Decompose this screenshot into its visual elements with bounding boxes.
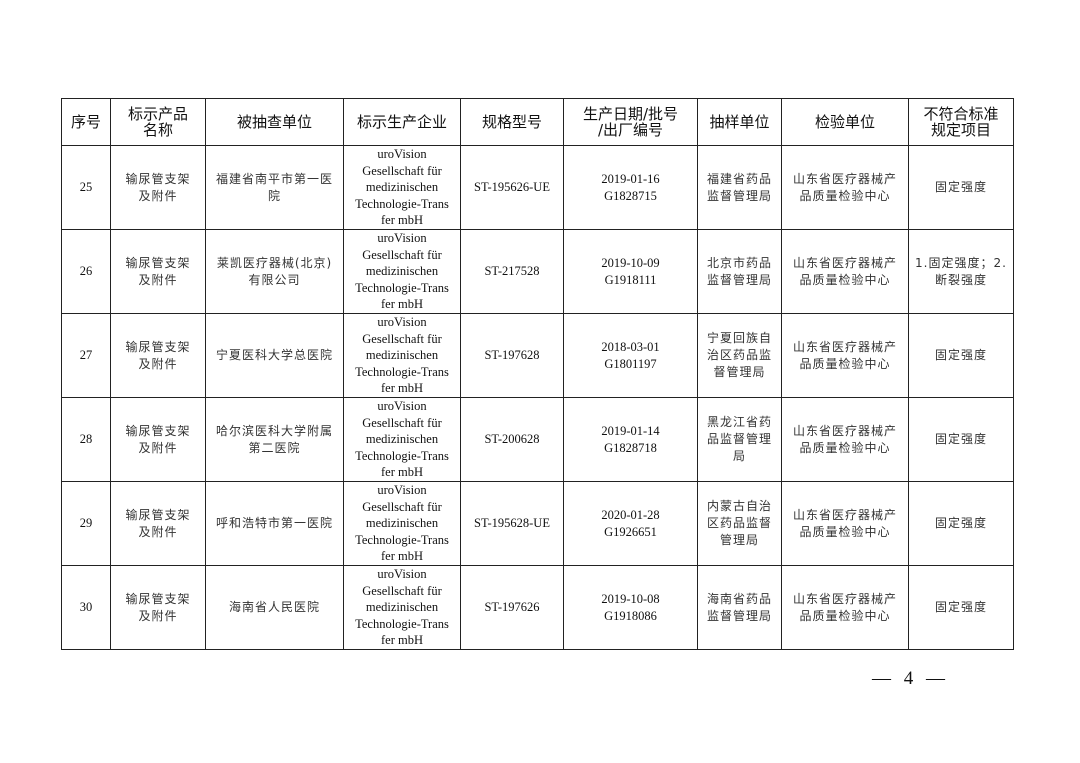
cell-sampler: 黑龙江省药 品监督管理局 <box>697 397 782 482</box>
table-row: 25 输尿管支架 及附件 福建省南平市第一医院 uroVision Gesellschaf… <box>61 145 1014 230</box>
cell-tester: 山东省医疗器械产 品质量检验中心 <box>781 229 909 314</box>
cell-unit: 福建省南平市第一医院 <box>205 145 344 230</box>
cell-maker: uroVision Gesellschaft für medizinischen Te… <box>343 145 461 230</box>
cell-maker: uroVision Gesellschaft für medizinischen Te… <box>343 313 461 398</box>
cell-items: 固定强度 <box>908 565 1014 650</box>
cell-no: 28 <box>61 397 111 482</box>
cell-no: 25 <box>61 145 111 230</box>
cell-unit: 海南省人民医院 <box>205 565 344 650</box>
cell-no: 27 <box>61 313 111 398</box>
cell-model: ST-200628 <box>460 397 564 482</box>
cell-maker: uroVision Gesellschaft für medizinischen Te… <box>343 481 461 566</box>
cell-items: 固定强度 <box>908 481 1014 566</box>
cell-maker: uroVision Gesellschaft für medizinischen Te… <box>343 229 461 314</box>
cell-maker: uroVision Gesellschaft für medizinischen Te… <box>343 397 461 482</box>
cell-product: 输尿管支架 及附件 <box>110 145 206 230</box>
cell-unit: 哈尔滨医科大学附属 第二医院 <box>205 397 344 482</box>
cell-no: 26 <box>61 229 111 314</box>
cell-tester: 山东省医疗器械产 品质量检验中心 <box>781 481 909 566</box>
page-number: — 4 — <box>872 668 949 689</box>
cell-batch: 2018-03-01 G1801197 <box>563 313 698 398</box>
cell-sampler: 海南省药品 监督管理局 <box>697 565 782 650</box>
cell-sampler: 福建省药品 监督管理局 <box>697 145 782 230</box>
table-row: 28 输尿管支架 及附件 哈尔滨医科大学附属 第二医院 uroVision Gesellsc… <box>61 397 1014 482</box>
cell-no: 30 <box>61 565 111 650</box>
cell-sampler: 北京市药品 监督管理局 <box>697 229 782 314</box>
cell-batch: 2020-01-28 G1926651 <box>563 481 698 566</box>
table-row: 27 输尿管支架 及附件 宁夏医科大学总医院 uroVision Gesellschaft… <box>61 313 1014 398</box>
cell-model: ST-195626-UE <box>460 145 564 230</box>
cell-batch: 2019-10-09 G1918111 <box>563 229 698 314</box>
cell-tester: 山东省医疗器械产 品质量检验中心 <box>781 145 909 230</box>
cell-sampler: 内蒙古自治 区药品监督 管理局 <box>697 481 782 566</box>
cell-product: 输尿管支架 及附件 <box>110 229 206 314</box>
header-row: 序号 标示产品 名称 被抽查单位 标示生产企业 规格型号 生产日期/批号/出厂编号 抽样单位检… <box>61 98 1014 146</box>
cell-items: 固定强度 <box>908 313 1014 398</box>
cell-product: 输尿管支架 及附件 <box>110 565 206 650</box>
cell-batch: 2019-10-08 G1918086 <box>563 565 698 650</box>
cell-model: ST-195628-UE <box>460 481 564 566</box>
cell-tester: 山东省医疗器械产 品质量检验中心 <box>781 397 909 482</box>
header-col-product-name: 标示产品 名称 <box>110 98 206 146</box>
cell-batch: 2019-01-14 G1828718 <box>563 397 698 482</box>
results-table: 序号 标示产品 名称 被抽查单位 标示生产企业 规格型号 生产日期/批号/出厂编号 抽样单位检… <box>61 98 1014 650</box>
cell-maker: uroVision Gesellschaft für medizinischen Te… <box>343 565 461 650</box>
cell-no: 29 <box>61 481 111 566</box>
table-row: 30 输尿管支架 及附件 海南省人民医院 uroVision Gesellschaft f… <box>61 565 1014 650</box>
cell-model: ST-197628 <box>460 313 564 398</box>
header-col-manufacturer: 标示生产企业 <box>343 98 461 146</box>
header-col-sampling-unit: 抽样单位 <box>697 98 782 146</box>
cell-product: 输尿管支架 及附件 <box>110 481 206 566</box>
header-col-sampled-unit: 被抽查单位 <box>205 98 344 146</box>
cell-items: 1.固定强度；2. 断裂强度 <box>908 229 1014 314</box>
cell-items: 固定强度 <box>908 145 1014 230</box>
cell-unit: 呼和浩特市第一医院 <box>205 481 344 566</box>
cell-batch: 2019-01-16 G1828715 <box>563 145 698 230</box>
cell-sampler: 宁夏回族自 治区药品监 督管理局 <box>697 313 782 398</box>
cell-model: ST-217528 <box>460 229 564 314</box>
cell-items: 固定强度 <box>908 397 1014 482</box>
cell-unit: 宁夏医科大学总医院 <box>205 313 344 398</box>
table-row: 26 输尿管支架 及附件 莱凯医疗器械(北京) 有限公司 uroVision Gesells… <box>61 229 1014 314</box>
header-col-model: 规格型号 <box>460 98 564 146</box>
cell-tester: 山东省医疗器械产 品质量检验中心 <box>781 565 909 650</box>
table-row: 29 输尿管支架 及附件 呼和浩特市第一医院 uroVision Gesellschaft… <box>61 481 1014 566</box>
header-col-batch: 生产日期/批号/出厂编号 <box>563 98 698 146</box>
header-col-nonconforming-items: 不符合标准 规定项目 <box>908 98 1014 146</box>
header-col-number: 序号 <box>61 98 111 146</box>
cell-tester: 山东省医疗器械产 品质量检验中心 <box>781 313 909 398</box>
header-col-testing-unit: 检验单位 <box>781 98 909 146</box>
cell-product: 输尿管支架 及附件 <box>110 397 206 482</box>
cell-unit: 莱凯医疗器械(北京) 有限公司 <box>205 229 344 314</box>
cell-model: ST-197626 <box>460 565 564 650</box>
cell-product: 输尿管支架 及附件 <box>110 313 206 398</box>
